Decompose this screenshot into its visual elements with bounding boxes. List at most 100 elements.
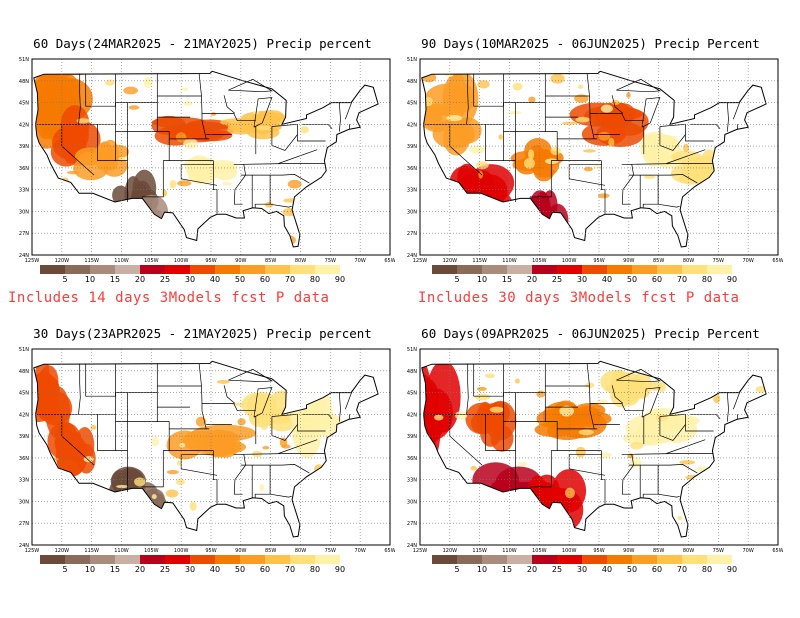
lat-label: 51N [407,347,417,353]
state-boundary [180,164,218,186]
state-boundary [473,73,546,107]
precip-area [597,193,610,199]
state-boundary [301,413,333,419]
precip-area [652,134,677,151]
precip-area [78,152,103,165]
state-boundary [344,390,353,410]
precip-area [177,180,192,187]
state-boundary [611,95,624,114]
legend-swatch [607,265,632,274]
lat-label: 36N [407,456,417,462]
panel-title: 90 Days(10MAR2025 - 06JUN2025) Precip Pe… [421,36,760,51]
state-boundary [233,403,256,412]
state-boundary [198,73,234,114]
lat-label: 30N [407,499,417,505]
lat-label: 27N [19,521,29,527]
lon-label: 85W [265,548,276,553]
legend-swatch [190,555,215,564]
precip-area [519,525,531,529]
lon-label: 90W [623,548,634,553]
state-boundary [297,414,326,432]
legend-swatch [90,555,115,564]
legend-swatch [682,265,707,274]
precip-area [476,386,487,391]
legend-tick: 20 [526,565,538,574]
precip-area [523,158,536,169]
state-boundary [271,123,298,127]
precip-area [76,118,90,124]
precip-area [677,515,682,521]
precip-area [338,76,350,84]
legend-swatch [607,555,632,564]
precip-area [40,452,47,463]
precip-area [300,74,307,81]
lat-label: 24N [407,543,417,549]
precip-area [545,158,559,165]
lat-label: 39N [19,144,29,150]
precip-area [528,149,535,160]
legend-swatch [115,555,140,564]
legend-tick: 20 [134,275,146,284]
precip-area [333,443,343,454]
precip-area [39,64,66,70]
precip-area [135,194,169,231]
state-boundary [642,175,659,209]
state-boundary [732,100,741,120]
lat-label: 39N [19,434,29,440]
state-boundary [78,73,81,125]
legend-swatch [532,265,557,274]
precip-area [60,60,81,69]
precip-area [134,508,141,515]
lon-label: 115W [84,548,99,553]
lat-label: 48N [19,369,29,375]
precip-area [300,126,309,134]
lon-label: 80W [683,548,694,553]
precip-area [599,452,612,458]
precip-area [66,170,80,175]
lon-label: 75W [713,548,724,553]
lon-label: 65W [772,258,783,263]
precip-area [256,125,272,131]
lon-label: 110W [114,258,129,263]
lake-outline [641,387,661,418]
legend-swatch [532,555,557,564]
lat-label: 48N [19,79,29,85]
lat-label: 36N [19,166,29,172]
legend-swatch [215,265,240,274]
legend-swatch [90,265,115,274]
precip-area [189,129,233,142]
state-boundary [529,73,558,198]
precip-area [138,219,160,235]
legend-swatch [582,555,607,564]
precip-area [249,520,257,524]
precip-area [455,410,468,420]
lon-label: 110W [502,258,517,263]
lat-label: 45N [19,391,29,397]
legend-tick: 10 [476,565,488,574]
lon-label: 105W [144,548,159,553]
precip-area [151,494,157,500]
state-boundary [503,102,546,132]
legend-swatch [65,265,90,274]
precip-area [151,436,159,447]
state-boundary [78,363,81,415]
state-boundary [254,465,271,499]
state-boundary [658,203,680,208]
state-boundary [611,385,624,404]
legend-swatch [432,555,457,564]
precip-area [118,496,154,527]
legend-swatch [557,265,582,274]
precip-area [221,181,233,186]
precip-area [210,112,217,116]
legend-swatch [482,265,507,274]
lat-label: 33N [407,478,417,484]
legend-swatch [215,555,240,564]
precip-area [528,96,536,103]
lat-label: 30N [19,209,29,215]
legend-tick: 50 [234,275,246,284]
state-boundary [659,126,686,151]
lat-label: 27N [407,521,417,527]
precip-area [481,226,498,238]
lon-label: 75W [713,258,724,263]
precip-area [596,399,609,405]
